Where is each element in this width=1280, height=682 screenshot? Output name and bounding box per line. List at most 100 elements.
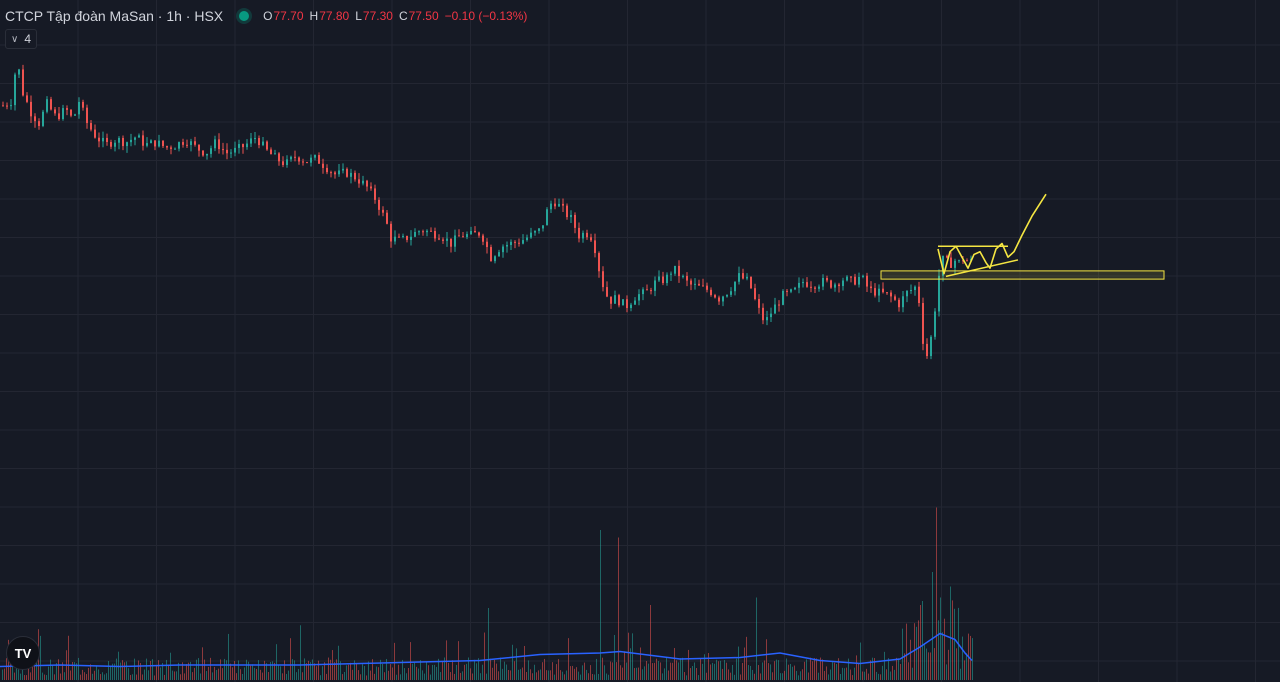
volume-bar [850, 669, 851, 680]
candle [490, 244, 492, 262]
candle [210, 145, 212, 158]
candle [434, 227, 436, 242]
candle-body [14, 74, 16, 106]
candle [274, 149, 276, 155]
support-zone-rect[interactable] [880, 270, 1165, 280]
candle [930, 335, 932, 360]
candle [338, 164, 340, 177]
candle-body [306, 162, 308, 164]
candle-body [814, 287, 816, 289]
candle [414, 228, 416, 238]
tradingview-logo-icon[interactable]: TV [6, 636, 40, 670]
volume-bar [906, 623, 907, 680]
volume-bar [660, 662, 661, 680]
volume-bar [652, 663, 653, 680]
volume-bar [762, 662, 763, 680]
volume-bar [554, 674, 555, 680]
volume-bar [64, 672, 65, 680]
volume-bar [60, 673, 61, 680]
user-drawings[interactable] [880, 193, 1165, 280]
volume-bar [922, 600, 923, 680]
candle-body [374, 188, 376, 200]
candle-body [570, 214, 572, 218]
volume-bar [540, 669, 541, 680]
candle-body [910, 290, 912, 292]
candle [538, 227, 540, 234]
candle-body [578, 227, 580, 239]
volume-bar [136, 674, 137, 680]
volume-bar [786, 658, 787, 680]
volume-bar [814, 658, 815, 680]
volume-bar [26, 675, 27, 680]
volume-bar [730, 672, 731, 680]
volume-bar [224, 658, 225, 680]
volume-bar [724, 660, 725, 680]
volume-bar [200, 673, 201, 680]
candle-body [314, 155, 316, 158]
candle [354, 170, 356, 182]
volume-bar [514, 661, 515, 680]
volume-bar [440, 672, 441, 680]
volume-bar [642, 669, 643, 680]
volume-bar [396, 674, 397, 680]
volume-bar [564, 674, 565, 680]
volume-bar [116, 658, 117, 680]
candle-body [422, 231, 424, 233]
volume-bar [16, 660, 17, 680]
volume-bar [338, 645, 339, 680]
candle [890, 290, 892, 303]
candle-body [682, 275, 684, 277]
candle [126, 141, 128, 153]
volume-bar [768, 663, 769, 680]
candle [754, 283, 756, 301]
volume-bar [446, 640, 447, 680]
volume-bar [318, 660, 319, 680]
volume-bar [962, 636, 963, 680]
candle [902, 290, 904, 313]
candle [10, 99, 12, 110]
candle-body [874, 288, 876, 296]
candle-body [686, 275, 688, 281]
candle [426, 229, 428, 237]
candle [74, 113, 76, 116]
open-value: 77.70 [273, 9, 304, 23]
volume-bar [640, 647, 641, 680]
volume-bar [734, 674, 735, 680]
volume-bar [632, 633, 633, 680]
candle [918, 281, 920, 307]
candle [142, 130, 144, 151]
volume-bar [384, 672, 385, 680]
volume-bar [106, 673, 107, 680]
volume-bar [752, 669, 753, 680]
volume-bar [948, 649, 949, 680]
candle [842, 277, 844, 291]
symbol-title[interactable]: CTCP Tập đoàn MaSan · 1h · HSX [5, 8, 224, 24]
volume-bar [382, 664, 383, 680]
candle-body [426, 230, 428, 233]
projected-path-brush[interactable] [937, 193, 1047, 275]
volume-bar [884, 651, 885, 680]
candle-body [534, 230, 536, 233]
volume-bar [636, 667, 637, 680]
candle-body [942, 255, 944, 276]
volume-bar [276, 644, 277, 680]
candle-body [214, 139, 216, 149]
volume-bar [102, 672, 103, 680]
candle [358, 173, 360, 188]
candle [166, 145, 168, 150]
candle-body [638, 294, 640, 301]
candle [582, 230, 584, 243]
volume-bar [684, 672, 685, 680]
candle [894, 294, 896, 301]
volume-bar [456, 664, 457, 680]
rising-trend-line[interactable] [945, 259, 1019, 278]
volume-bar [864, 671, 865, 680]
volume-bar [378, 667, 379, 680]
candle [278, 152, 280, 166]
candle [734, 281, 736, 296]
volume-bar [238, 660, 239, 680]
indicator-toggle-button[interactable]: ∨ 4 [5, 29, 38, 49]
volume-bar [352, 669, 353, 680]
candle [122, 135, 124, 151]
